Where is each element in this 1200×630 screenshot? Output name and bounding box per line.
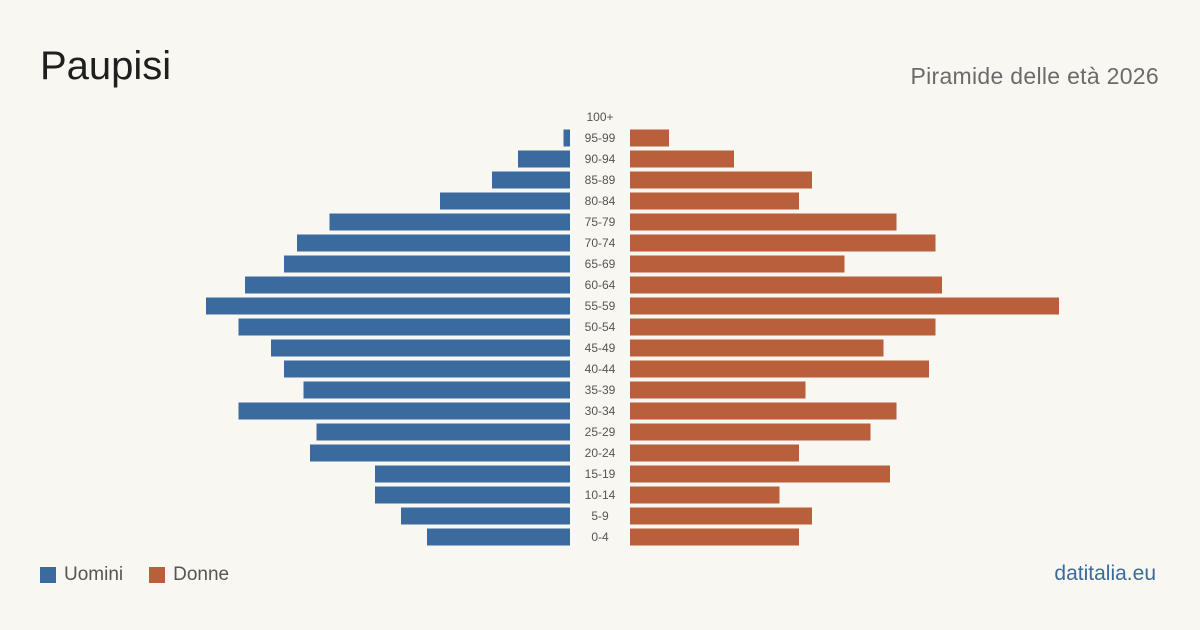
bar-women-95-99	[630, 129, 669, 147]
bar-men-55-59	[206, 297, 570, 315]
legend-item-men: Uomini	[40, 564, 123, 586]
bar-women-5-9	[630, 507, 812, 525]
age-label-20-24: 20-24	[585, 446, 616, 460]
legend-label-men: Uomini	[64, 564, 124, 585]
bar-women-65-69	[630, 255, 845, 273]
bar-men-70-74	[297, 234, 570, 252]
bar-women-45-49	[630, 339, 884, 357]
bar-women-10-14	[630, 486, 780, 504]
bar-women-90-94	[630, 150, 734, 168]
age-label-10-14: 10-14	[585, 488, 616, 502]
bar-men-20-24	[310, 444, 570, 462]
bar-women-15-19	[630, 465, 890, 483]
bar-men-90-94	[518, 150, 570, 168]
bar-women-70-74	[630, 234, 936, 252]
men-color-swatch	[40, 567, 56, 583]
bar-men-85-89	[492, 171, 570, 189]
bar-men-25-29	[316, 423, 570, 441]
age-label-60-64: 60-64	[585, 278, 616, 292]
bar-women-85-89	[630, 171, 812, 189]
bar-women-20-24	[630, 444, 799, 462]
age-label-90-94: 90-94	[585, 152, 616, 166]
age-label-45-49: 45-49	[585, 341, 616, 355]
bar-women-25-29	[630, 423, 871, 441]
bar-men-60-64	[245, 276, 570, 294]
bar-women-30-34	[630, 402, 897, 420]
bar-women-40-44	[630, 360, 929, 378]
age-label-0-4: 0-4	[591, 530, 609, 544]
age-label-5-9: 5-9	[591, 509, 609, 523]
bar-women-75-79	[630, 213, 897, 231]
women-color-swatch	[149, 567, 166, 583]
bar-men-10-14	[375, 486, 570, 504]
bar-men-45-49	[271, 339, 570, 357]
legend-label-women: Donne	[173, 564, 230, 585]
age-label-40-44: 40-44	[585, 362, 616, 376]
age-label-70-74: 70-74	[585, 236, 616, 250]
age-label-35-39: 35-39	[585, 383, 616, 397]
bar-women-35-39	[630, 381, 806, 399]
chart-subtitle: Piramide delle età 2026	[910, 63, 1159, 89]
bar-women-55-59	[630, 297, 1059, 315]
bar-men-50-54	[238, 318, 570, 336]
bar-women-80-84	[630, 192, 799, 210]
bar-men-40-44	[284, 360, 570, 378]
bar-men-5-9	[401, 507, 570, 525]
age-label-80-84: 80-84	[585, 194, 616, 208]
bar-men-65-69	[284, 255, 570, 273]
bar-men-0-4	[427, 528, 570, 546]
age-label-30-34: 30-34	[585, 404, 616, 418]
bar-men-15-19	[375, 465, 570, 483]
chart-title: Paupisi	[40, 44, 172, 88]
age-label-95-99: 95-99	[585, 131, 616, 145]
age-label-85-89: 85-89	[585, 173, 616, 187]
source-link[interactable]: datitalia.eu	[1054, 562, 1156, 585]
age-label-65-69: 65-69	[585, 257, 616, 271]
bar-men-95-99	[563, 129, 570, 147]
bar-women-50-54	[630, 318, 936, 336]
bar-men-75-79	[329, 213, 570, 231]
age-group-labels: 100+ 95-99 90-94 85-89 80-84 75-79 70-74 65-69 6…	[585, 110, 616, 544]
bar-men-30-34	[238, 402, 570, 420]
age-label-50-54: 50-54	[585, 320, 616, 334]
age-label-100plus: 100+	[586, 110, 613, 124]
chart-legend: Uomini Donne	[40, 564, 255, 586]
women-bars-series	[630, 129, 1059, 546]
bar-men-35-39	[303, 381, 570, 399]
age-label-55-59: 55-59	[585, 299, 616, 313]
age-label-25-29: 25-29	[585, 425, 616, 439]
bar-women-60-64	[630, 276, 942, 294]
men-bars-series	[206, 129, 570, 546]
age-label-75-79: 75-79	[585, 215, 616, 229]
legend-item-women: Donne	[149, 564, 229, 586]
age-label-15-19: 15-19	[585, 467, 616, 481]
bar-women-0-4	[630, 528, 799, 546]
bar-men-80-84	[440, 192, 570, 210]
